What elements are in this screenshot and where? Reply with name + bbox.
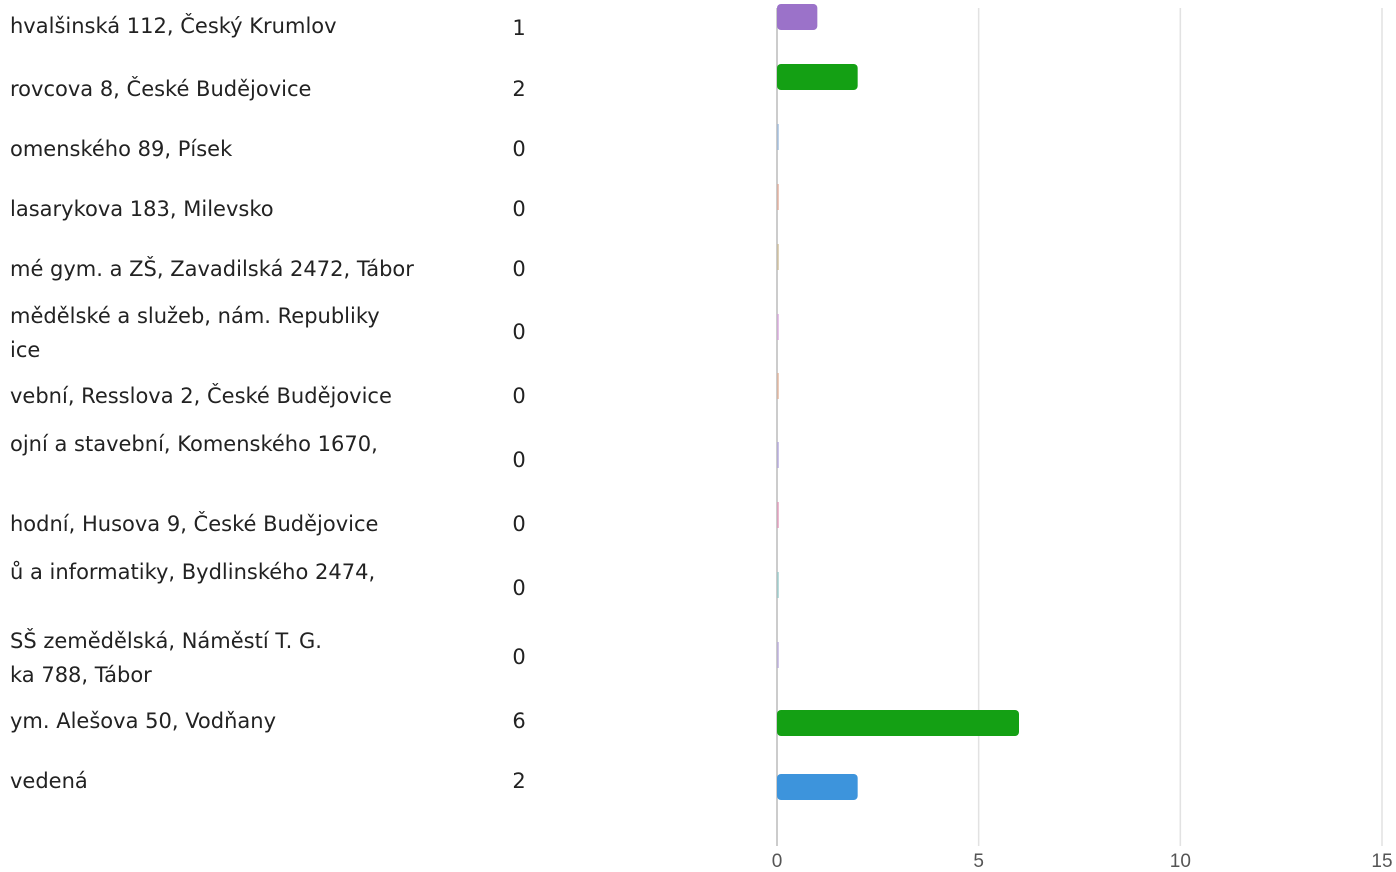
count-label: 0 bbox=[512, 384, 525, 408]
count-label: 0 bbox=[512, 512, 525, 536]
bar bbox=[777, 710, 1019, 736]
count-label: 2 bbox=[512, 77, 525, 101]
row-label-line: ojní a stavební, Komenského 1670, bbox=[10, 432, 378, 456]
row-label-line: mé gym. a ZŠ, Zavadilská 2472, Tábor bbox=[10, 256, 414, 281]
x-tick-label: 5 bbox=[973, 851, 984, 872]
row-label-line: ice bbox=[10, 338, 40, 362]
row-label-line: vedená bbox=[10, 769, 88, 793]
x-tick-label: 0 bbox=[772, 851, 783, 872]
bar bbox=[777, 244, 779, 270]
count-label: 0 bbox=[512, 645, 525, 669]
bar bbox=[777, 442, 779, 468]
row-label: ů a informatiky, Bydlinského 2474, bbox=[10, 560, 375, 584]
count-label: 0 bbox=[512, 320, 525, 344]
count-label: 0 bbox=[512, 576, 525, 600]
bar bbox=[777, 4, 818, 30]
row-label: hvalšinská 112, Český Krumlov bbox=[10, 13, 337, 38]
row-label-line: hvalšinská 112, Český Krumlov bbox=[10, 13, 337, 38]
count-label: 0 bbox=[512, 137, 525, 161]
row-label: ojní a stavební, Komenského 1670, bbox=[10, 432, 378, 456]
bar bbox=[777, 642, 779, 668]
bar bbox=[777, 314, 779, 340]
count-label: 0 bbox=[512, 197, 525, 221]
row-label-line: SŠ zemědělská, Náměstí T. G. bbox=[10, 628, 322, 653]
row-label: mědělské a služeb, nám. Republiky ice bbox=[10, 304, 380, 362]
row-label: mé gym. a ZŠ, Zavadilská 2472, Tábor bbox=[10, 256, 414, 281]
row-label: vební, Resslova 2, České Budějovice bbox=[10, 383, 392, 408]
bar bbox=[777, 774, 858, 800]
count-label: 6 bbox=[512, 709, 525, 733]
row-label-line: ů a informatiky, Bydlinského 2474, bbox=[10, 560, 375, 584]
row-label: SŠ zemědělská, Náměstí T. G. ka 788, Tábo… bbox=[10, 628, 322, 687]
row-label-line: ka 788, Tábor bbox=[10, 663, 152, 687]
row-label-line: omenského 89, Písek bbox=[10, 137, 233, 161]
count-label: 0 bbox=[512, 257, 525, 281]
bar bbox=[777, 572, 779, 598]
x-tick-label: 15 bbox=[1371, 851, 1392, 872]
row-label-line: lasarykova 183, Milevsko bbox=[10, 197, 274, 221]
bar bbox=[777, 184, 779, 210]
bar bbox=[777, 124, 779, 150]
count-label: 1 bbox=[512, 16, 525, 40]
x-tick-label: 10 bbox=[1170, 851, 1191, 872]
row-label: ym. Alešova 50, Vodňany bbox=[10, 709, 276, 733]
count-label: 0 bbox=[512, 448, 525, 472]
row-label: rovcova 8, České Budějovice bbox=[10, 76, 311, 101]
bar bbox=[777, 64, 858, 90]
row-label: lasarykova 183, Milevsko bbox=[10, 197, 274, 221]
bar bbox=[777, 373, 779, 399]
row-label-line: hodní, Husova 9, České Budějovice bbox=[10, 511, 378, 536]
row-label: hodní, Husova 9, České Budějovice bbox=[10, 511, 378, 536]
row-label-line: ym. Alešova 50, Vodňany bbox=[10, 709, 276, 733]
count-label: 2 bbox=[512, 769, 525, 793]
row-label: vedená bbox=[10, 769, 88, 793]
row-label-line: mědělské a služeb, nám. Republiky bbox=[10, 304, 380, 328]
row-label: omenského 89, Písek bbox=[10, 137, 233, 161]
bar bbox=[777, 502, 779, 528]
row-label-line: rovcova 8, České Budějovice bbox=[10, 76, 311, 101]
row-label-line: vební, Resslova 2, České Budějovice bbox=[10, 383, 392, 408]
